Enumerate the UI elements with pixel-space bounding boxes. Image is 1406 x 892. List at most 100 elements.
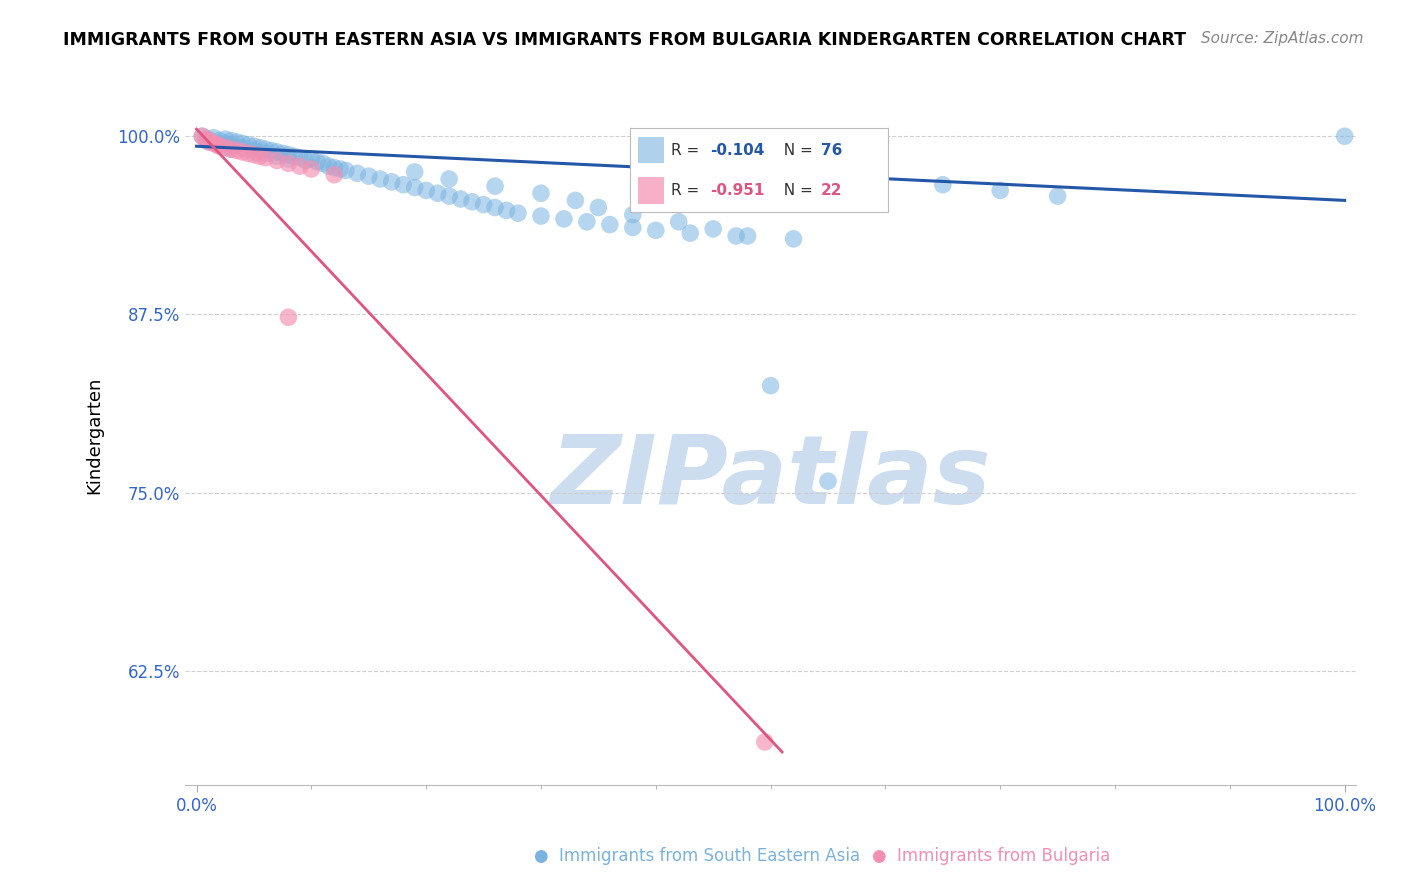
Point [530,186,553,201]
Point [1046,189,1069,203]
Point [737,229,759,244]
Point [575,215,598,229]
Text: ZIPatlas: ZIPatlas [550,431,991,524]
Point [197,134,219,148]
Point [219,137,242,152]
Point [208,137,231,152]
Point [318,159,340,173]
Point [323,168,346,182]
Point [214,136,236,151]
Text: Source: ZipAtlas.com: Source: ZipAtlas.com [1201,31,1364,46]
Point [208,139,231,153]
Point [277,148,299,162]
Point [932,178,955,192]
Point [299,161,322,176]
Point [202,136,225,151]
Point [243,139,266,153]
Point [243,144,266,158]
Point [194,132,217,146]
Point [506,206,529,220]
Point [461,194,484,209]
Point [260,144,283,158]
Point [759,378,782,392]
Point [197,135,219,149]
Point [588,201,610,215]
Point [288,159,311,173]
Point [484,179,506,194]
Point [1333,129,1355,144]
Point [472,197,495,211]
Point [323,161,346,175]
Point [225,144,247,158]
Point [621,208,644,222]
Point [307,155,329,169]
Text: IMMIGRANTS FROM SOUTH EASTERN ASIA VS IMMIGRANTS FROM BULGARIA KINDERGARTEN CORR: IMMIGRANTS FROM SOUTH EASTERN ASIA VS IM… [63,31,1187,49]
Point [415,183,437,197]
Point [191,129,214,144]
Point [553,211,575,226]
Point [495,203,517,218]
Point [214,141,236,155]
Point [335,163,357,178]
Point [238,137,260,152]
Point [254,142,277,156]
Point [214,132,236,146]
Point [368,172,391,186]
Point [381,175,404,189]
Point [702,222,724,236]
Point [200,135,222,149]
Point [277,152,299,166]
Point [205,137,228,152]
Point [219,142,242,156]
Point [679,226,702,240]
Point [266,149,288,163]
Point [254,146,277,161]
Point [484,201,506,215]
Point [271,146,294,161]
Point [668,215,690,229]
Point [312,156,335,170]
Point [817,474,839,488]
Point [277,310,299,325]
Point [299,152,322,166]
Point [392,178,415,192]
Point [266,153,288,168]
Point [249,141,271,155]
Point [266,145,288,159]
Point [404,180,426,194]
Point [277,156,299,170]
Point [294,153,316,168]
Point [346,166,368,180]
Point [426,186,449,201]
Point [754,735,776,749]
Point [283,149,305,163]
Point [404,165,426,179]
Point [988,183,1011,197]
Point [231,136,253,151]
Point [202,130,225,145]
Point [782,232,804,246]
Point [249,149,271,163]
Point [437,172,460,186]
Point [450,192,472,206]
Y-axis label: Kindergarten: Kindergarten [86,376,103,494]
Text: ●  Immigrants from South Eastern Asia: ● Immigrants from South Eastern Asia [534,847,860,865]
Point [437,189,460,203]
Point [599,218,621,232]
Point [254,151,277,165]
Point [191,129,214,144]
Point [231,141,253,155]
Point [197,132,219,146]
Point [288,151,311,165]
Point [530,209,553,223]
Point [644,223,666,237]
Point [357,169,380,183]
Point [225,135,247,149]
Point [725,229,748,244]
Point [243,148,266,162]
Point [329,161,352,176]
Point [219,134,242,148]
Point [238,146,260,161]
Point [564,194,586,208]
Point [621,220,644,235]
